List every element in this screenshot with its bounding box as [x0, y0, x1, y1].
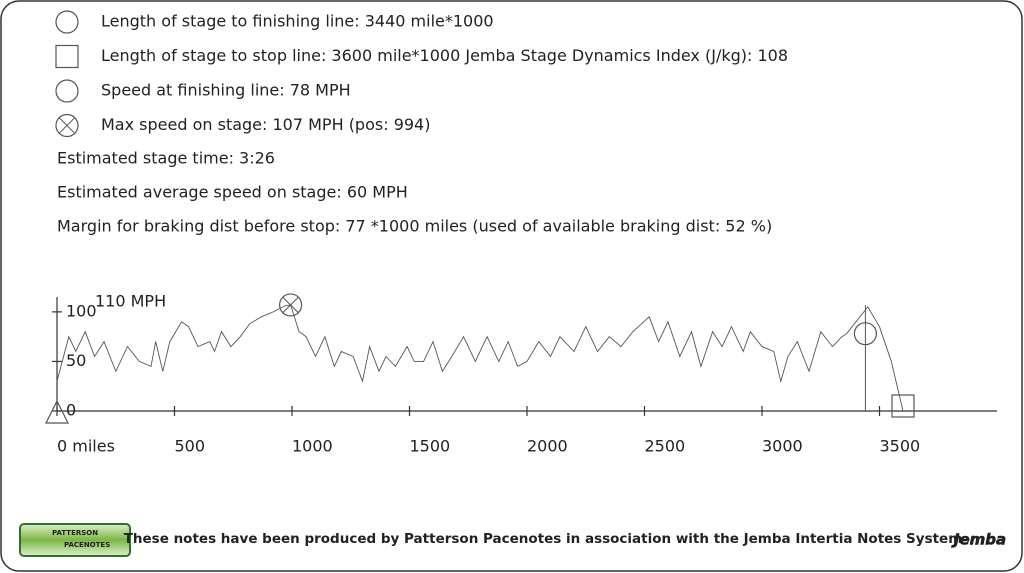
note-text: Length of stage to finishing line: 3440 … — [101, 12, 494, 31]
summary-text: Estimated stage time: 3:26 — [57, 149, 275, 168]
note-text: Speed at finishing line: 78 MPH — [101, 81, 351, 100]
icon-circle — [55, 79, 79, 103]
footer-text: These notes have been produced by Patter… — [124, 531, 963, 547]
icon-square — [55, 44, 79, 69]
icon-circle — [853, 322, 878, 346]
logo-text: PACENOTES — [64, 541, 110, 549]
icon-circle — [55, 113, 79, 138]
summary-text: Margin for braking dist before stop: 77 … — [57, 217, 772, 236]
icon-circle — [278, 293, 303, 317]
footer: PATTERSON PACENOTES These notes have bee… — [19, 523, 1006, 557]
icon-circle — [55, 10, 79, 34]
x-tick-label: 1000 — [292, 437, 333, 456]
icon-cross — [282, 296, 299, 314]
icon-circle-cross — [55, 113, 79, 138]
icon-circle — [55, 10, 79, 34]
y-tick-label: 100 — [66, 301, 97, 320]
summary-text: Estimated average speed on stage: 60 MPH — [57, 183, 408, 202]
x-tick-label: 2000 — [527, 437, 568, 456]
marker-triangle — [45, 399, 69, 424]
marker-circle — [853, 322, 878, 346]
x-tick-label: 1500 — [410, 437, 451, 456]
note-text: Max speed on stage: 107 MPH (pos: 994) — [101, 115, 430, 134]
brand: Jemba — [951, 531, 1006, 549]
x-tick-label: 500 — [175, 437, 206, 456]
annotation: 110 MPH — [95, 292, 166, 311]
marker-square — [891, 394, 915, 418]
y-tick-label: 0 — [66, 401, 76, 420]
logo-text: PATTERSON — [52, 529, 98, 537]
icon-circle — [55, 79, 79, 103]
x-tick-label: 2500 — [645, 437, 686, 456]
x-tick-label: 3000 — [762, 437, 803, 456]
x-tick-label: 3500 — [880, 437, 921, 456]
y-tick-label: 50 — [66, 351, 86, 370]
note-text: Length of stage to stop line: 3600 mile*… — [101, 46, 788, 65]
logo — [19, 523, 131, 557]
marker-circle-cross — [278, 293, 303, 317]
x-tick-label: 0 miles — [57, 437, 115, 456]
speed-line — [56, 304, 904, 412]
icon-cross — [58, 117, 76, 134]
